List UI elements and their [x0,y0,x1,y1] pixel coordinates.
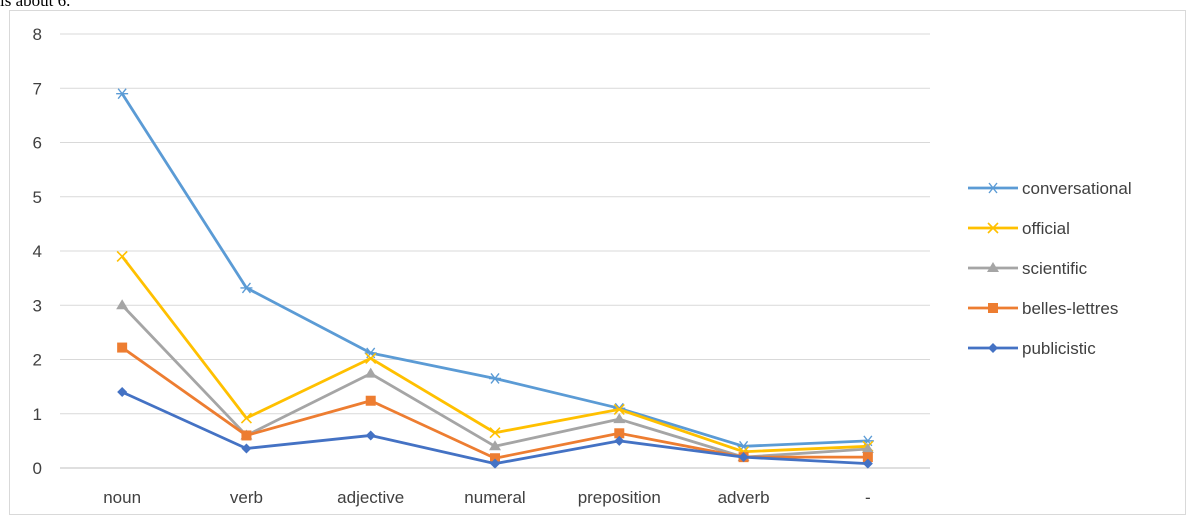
data-point-asterisk [240,282,253,294]
legend-item-official: official [968,219,1070,238]
data-point-triangle [364,367,377,378]
legend-item-publicistic: publicistic [968,339,1096,358]
series-lines [116,88,874,469]
data-point-diamond [862,458,873,469]
x-tick-label: noun [103,488,141,507]
data-point-square [614,428,625,439]
grid-lines [60,33,930,469]
y-tick-label: 3 [33,296,42,315]
data-point-diamond [117,387,128,398]
data-point-diamond [241,443,252,454]
data-point-diamond [490,458,500,469]
chart-frame [9,10,1186,515]
data-point-diamond [738,452,749,463]
caption-text: is about 6. [0,0,71,10]
x-tick-label: adjective [337,488,404,507]
x-tick-label: - [865,488,871,507]
data-point-triangle [116,299,129,310]
x-tick-label: adverb [718,488,770,507]
x-tick-label: preposition [578,488,661,507]
legend-item-belles-lettres: belles-lettres [968,299,1118,318]
data-point-square [365,395,376,406]
legend-label: scientific [1022,259,1088,278]
legend-item-scientific: scientific [968,259,1088,278]
data-point-square [988,303,998,313]
data-point-diamond [365,430,376,441]
data-point-triangle [489,440,501,451]
data-point-triangle [613,413,626,424]
data-point-x [987,222,999,234]
y-tick-label: 5 [33,188,42,207]
data-point-x [489,427,501,439]
y-tick-label: 2 [33,351,42,370]
data-point-x [240,412,252,424]
legend-label: publicistic [1022,339,1096,358]
data-point-square [117,342,128,353]
series-publicistic [117,387,873,469]
data-point-x [365,352,377,364]
series-line [121,304,868,459]
legend-label: belles-lettres [1022,299,1118,318]
data-point-diamond [988,343,998,353]
data-point-square [241,430,252,441]
y-tick-label: 1 [33,405,42,424]
data-point-x [116,250,128,262]
legend-label: official [1022,219,1070,238]
data-point-x [613,403,625,415]
data-point-asterisk [116,88,129,100]
y-tick-label: 8 [33,25,42,44]
series-scientific [116,299,874,462]
y-tick-label: 4 [33,242,42,261]
x-tick-label: verb [230,488,263,507]
legend-item-conversational: conversational [968,179,1132,198]
series-official [116,250,874,458]
series-conversational [116,88,874,452]
data-point-square [490,453,500,464]
data-point-asterisk [987,182,999,194]
x-axis-ticks: noun verb adjective numeral preposition adver… [103,488,870,507]
data-point-asterisk [489,373,501,384]
data-point-square [862,452,873,463]
data-point-diamond [614,435,625,446]
legend-label: conversational [1022,179,1132,198]
x-tick-label: numeral [464,488,525,507]
legend: conversational official scientific belles-l… [968,179,1132,358]
y-tick-label: 0 [33,459,42,478]
y-tick-label: 7 [33,79,42,98]
y-axis-ticks: 0 1 2 3 4 5 6 7 8 [33,25,42,478]
data-point-triangle [987,262,999,272]
series-line [120,92,868,448]
y-tick-label: 6 [33,134,42,153]
data-point-triangle [861,443,874,454]
